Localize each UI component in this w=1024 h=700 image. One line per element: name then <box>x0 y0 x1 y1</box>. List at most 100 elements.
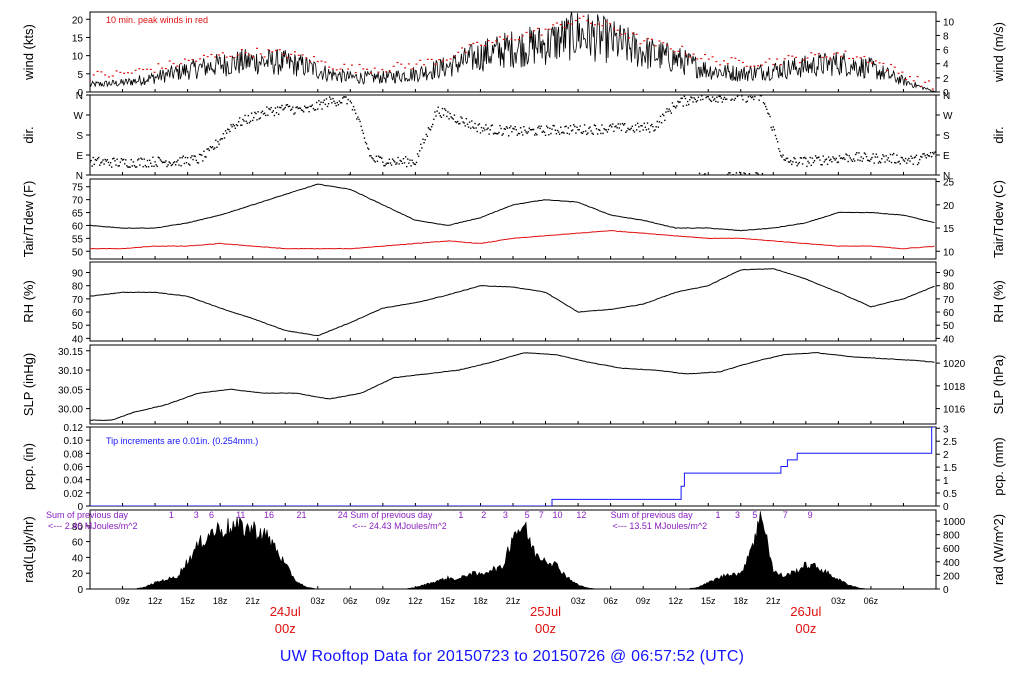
peak-wind-mark <box>567 22 570 24</box>
direction-point <box>510 125 512 127</box>
direction-point <box>195 159 197 162</box>
direction-point <box>100 162 102 164</box>
right-tick-label: 600 <box>943 544 960 555</box>
peak-wind-mark <box>138 68 141 70</box>
time-tick-label: 03z <box>311 596 326 606</box>
direction-point <box>930 155 933 158</box>
direction-point <box>156 165 158 168</box>
direction-point <box>913 156 916 159</box>
direction-point <box>504 128 507 130</box>
direction-point <box>302 111 305 113</box>
direction-point <box>551 128 553 130</box>
right-tick-label: 50 <box>943 321 955 332</box>
direction-point <box>284 106 286 109</box>
direction-point <box>93 163 96 165</box>
direction-point <box>874 156 876 158</box>
direction-point <box>257 111 259 113</box>
direction-point <box>679 101 681 103</box>
hour-label: 3 <box>735 510 740 520</box>
direction-point <box>291 108 293 110</box>
direction-point <box>780 154 782 157</box>
left-tick-label: 30.05 <box>58 385 83 396</box>
direction-point <box>689 98 691 101</box>
direction-point <box>386 162 388 164</box>
direction-point <box>561 132 563 134</box>
direction-point <box>437 106 439 108</box>
direction-point <box>859 159 861 162</box>
right-tick-label: 40 <box>943 334 955 345</box>
direction-point <box>477 124 479 126</box>
peak-wind-mark <box>415 63 418 65</box>
direction-point <box>110 166 113 168</box>
right-tick-label: E <box>943 151 950 162</box>
direction-point <box>486 128 488 131</box>
y-axis-label-right: pcp. (mm) <box>991 437 1006 496</box>
peak-wind-mark <box>779 63 782 66</box>
direction-point <box>164 161 166 164</box>
left-tick-label: 60 <box>72 221 84 232</box>
peak-wind-mark <box>639 43 642 45</box>
right-tick-label: 90 <box>943 269 955 280</box>
left-tick-label: 50 <box>72 247 84 258</box>
peak-wind-mark <box>218 54 221 56</box>
direction-point <box>872 153 874 155</box>
peak-wind-mark <box>684 53 687 55</box>
direction-point <box>582 131 585 133</box>
direction-point <box>326 105 329 108</box>
right-tick-label: 2 <box>943 74 949 85</box>
direction-point <box>384 164 386 167</box>
time-tick-label: 03z <box>831 596 846 606</box>
y-axis-label-left: wind (kts) <box>21 24 36 81</box>
direction-point <box>727 173 729 175</box>
direction-point <box>659 115 662 118</box>
direction-point <box>406 165 408 168</box>
direction-point <box>518 132 521 135</box>
direction-point <box>847 160 849 163</box>
direction-point <box>240 124 242 126</box>
peak-wind-mark <box>586 20 589 22</box>
direction-point <box>669 110 671 112</box>
direction-point <box>179 157 181 159</box>
peak-wind-mark <box>905 78 908 81</box>
direction-point <box>134 166 137 168</box>
direction-point <box>674 107 677 109</box>
direction-point <box>638 126 640 128</box>
direction-point <box>487 127 489 129</box>
direction-point <box>374 161 376 163</box>
direction-point <box>124 163 126 165</box>
direction-point <box>575 132 577 134</box>
time-tick-label: 06z <box>864 596 879 606</box>
direction-point <box>419 150 421 152</box>
peak-wind-mark <box>647 37 650 40</box>
direction-point <box>576 126 578 128</box>
y-axis-label-right: Tair/Tdew (C) <box>991 180 1006 258</box>
direction-point <box>193 155 195 157</box>
direction-point <box>471 120 473 122</box>
peak-wind-mark <box>525 31 528 34</box>
peak-wind-mark <box>225 56 228 58</box>
direction-point <box>388 158 391 160</box>
direction-point <box>355 112 357 115</box>
peak-wind-mark <box>115 70 118 72</box>
date-label: 25Jul <box>530 604 561 619</box>
direction-point <box>705 96 707 99</box>
direction-point <box>795 161 797 164</box>
direction-point <box>817 157 819 159</box>
direction-point <box>507 135 510 137</box>
direction-point <box>557 131 560 133</box>
plot-area <box>90 183 935 250</box>
direction-point <box>760 95 763 97</box>
direction-point <box>251 119 254 122</box>
direction-point <box>593 124 596 126</box>
direction-point <box>161 161 164 164</box>
direction-point <box>153 165 155 168</box>
peak-wind-mark <box>240 48 243 51</box>
direction-point <box>785 157 788 160</box>
direction-point <box>745 101 747 103</box>
hour-label: 9 <box>808 510 813 520</box>
direction-point <box>467 126 470 128</box>
direction-point <box>555 133 558 135</box>
direction-point <box>898 160 900 163</box>
direction-point <box>338 100 341 102</box>
direction-point <box>154 161 156 163</box>
